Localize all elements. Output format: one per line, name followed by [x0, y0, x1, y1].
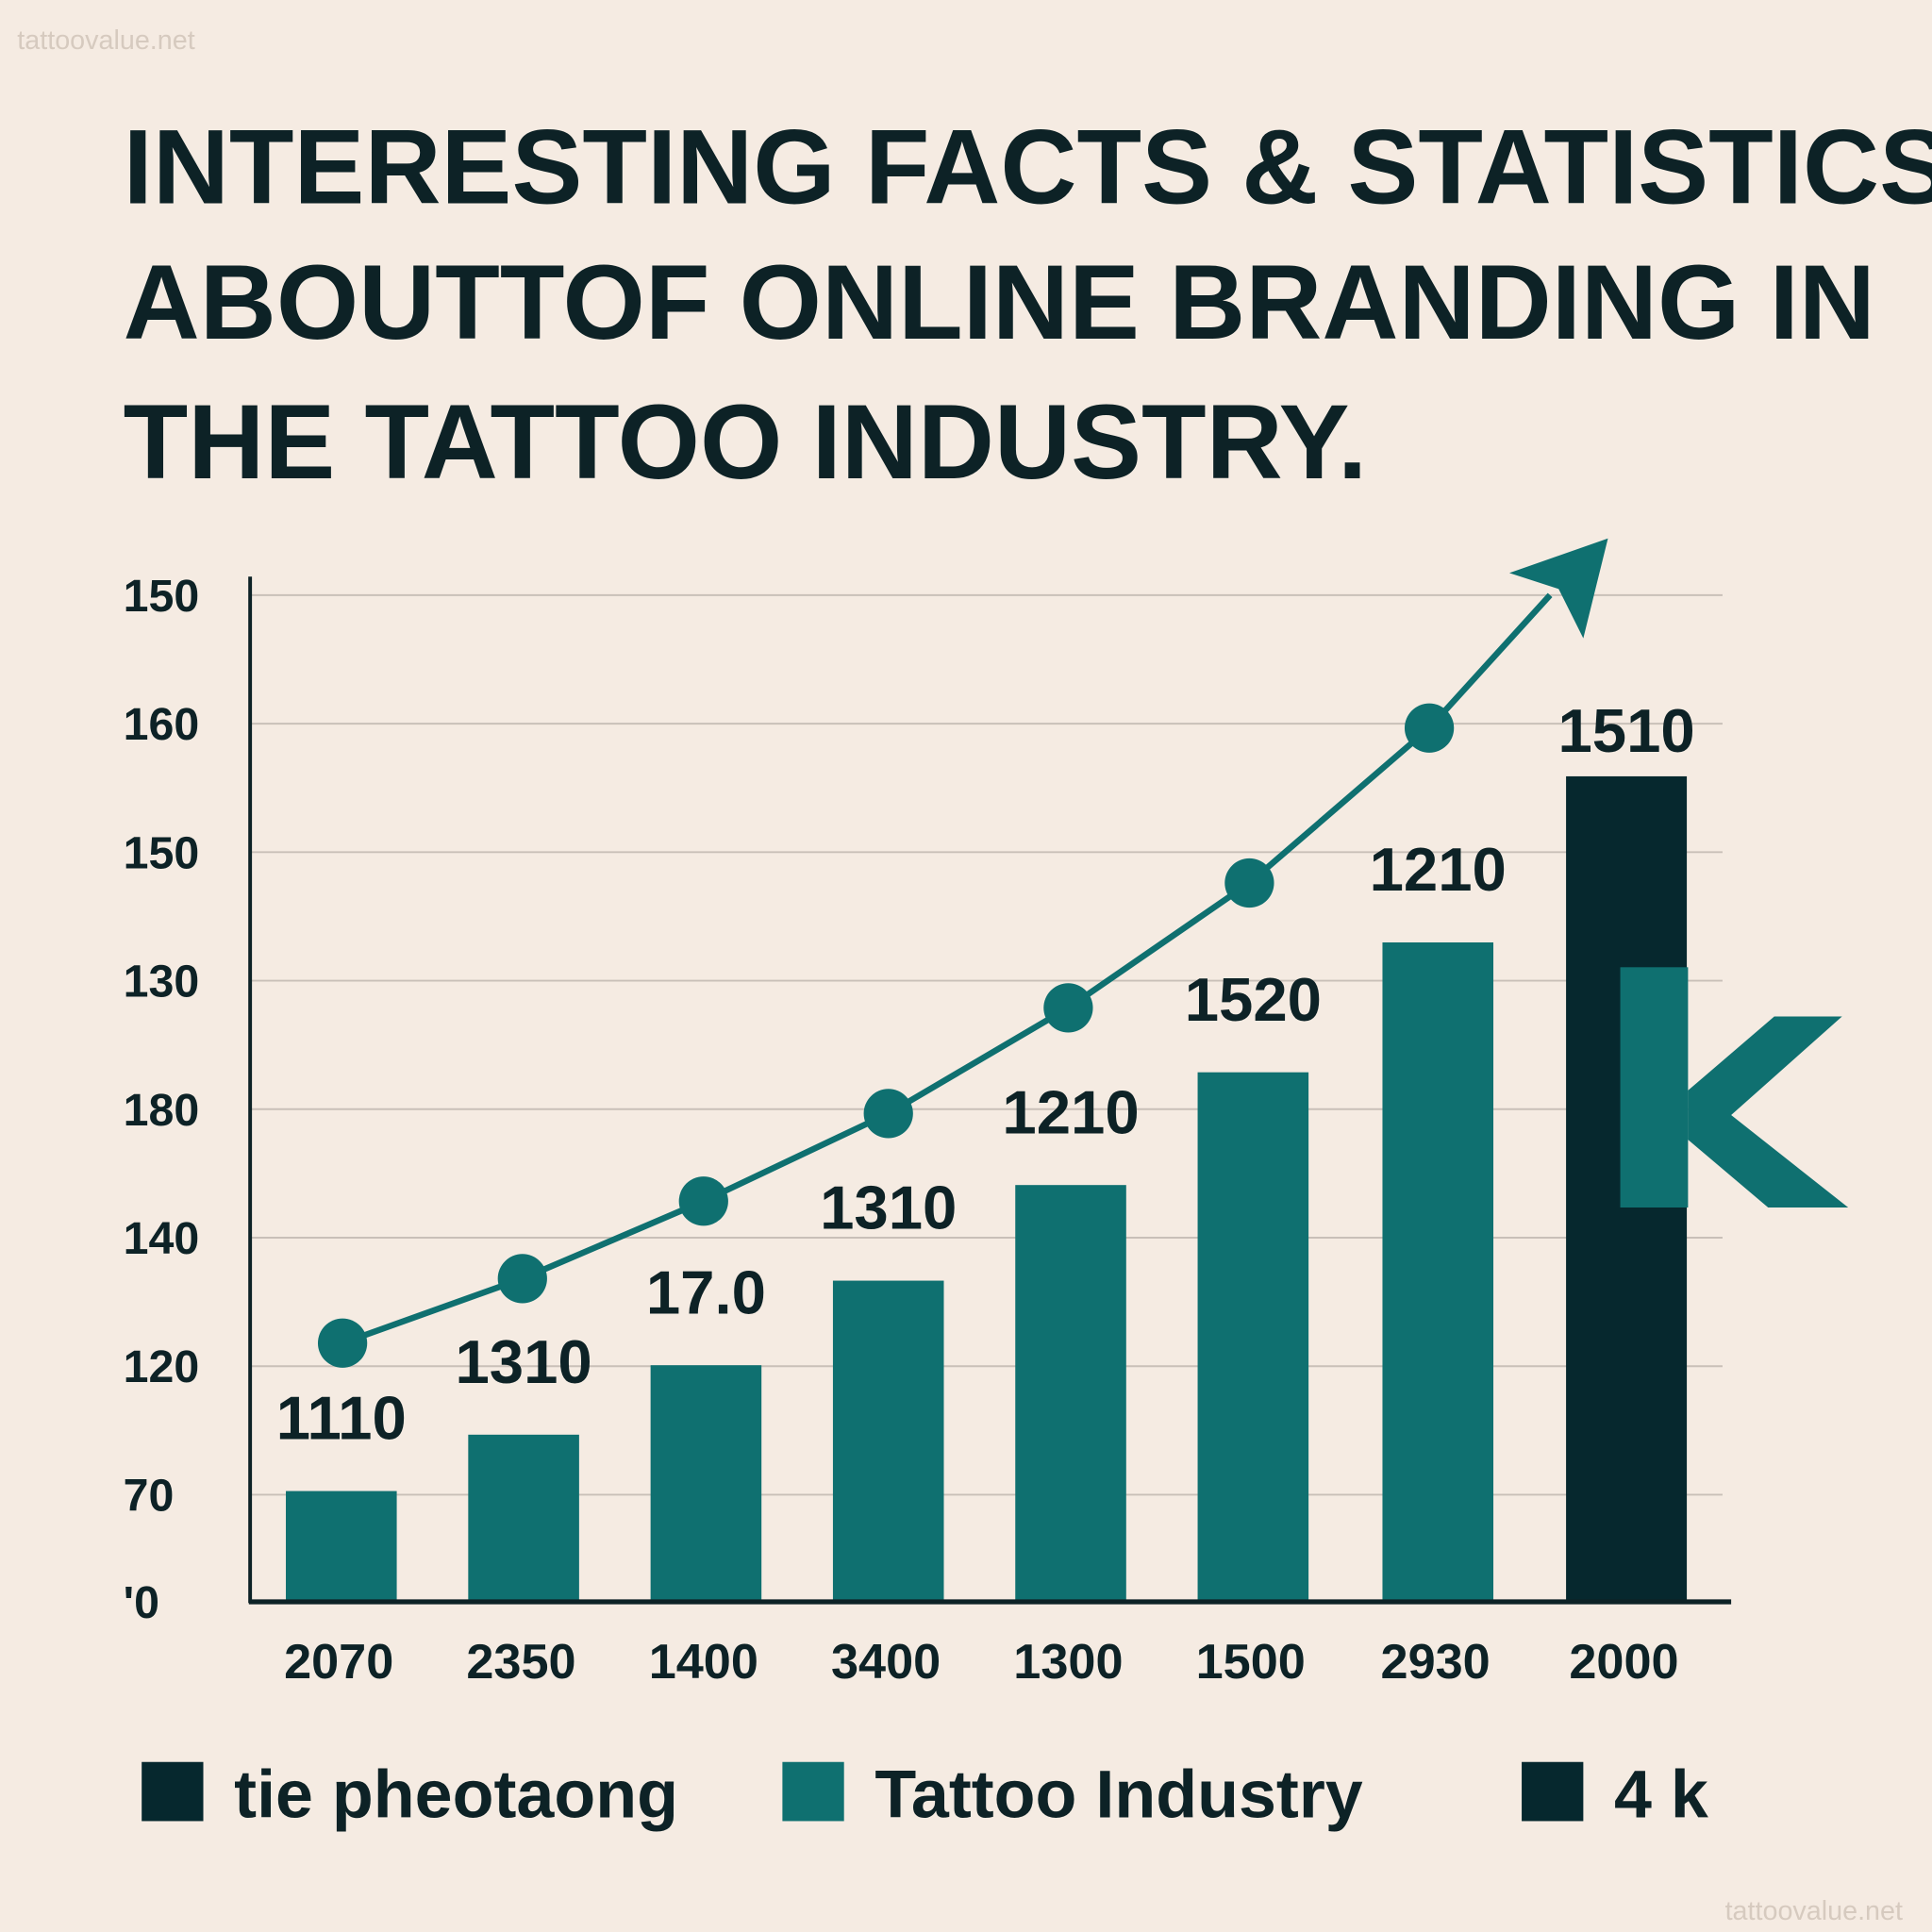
y-tick-label: 130 [124, 957, 200, 1008]
legend-swatch-3 [1522, 1761, 1584, 1822]
k-arms [1688, 1016, 1849, 1208]
bar-value-label: 1310 [455, 1327, 591, 1396]
trend-point [678, 1176, 728, 1226]
x-tick-label: 2070 [284, 1635, 393, 1690]
trend-point [497, 1254, 547, 1304]
bar-value-label: 17.0 [646, 1257, 766, 1326]
x-axis-labels: 2070 2350 1400 3400 1300 1500 2930 2000 [284, 1635, 1678, 1690]
bar-labels: 1110 1310 17.0 1310 1210 1520 1210 1510 [276, 696, 1695, 1453]
title-line-1: INTERESTING FACTS & STATISTICS [124, 108, 1932, 226]
x-tick-label: 1300 [1013, 1635, 1123, 1690]
bar [468, 1434, 579, 1602]
y-axis-ticks: 150 160 150 130 180 140 120 70 '0 [124, 571, 200, 1628]
legend-label-1: tie pheotaong [234, 1757, 678, 1833]
y-tick-label: 120 [124, 1341, 200, 1392]
watermark-bottom: tattoovalue.net [1725, 1896, 1903, 1926]
k-stem [1620, 967, 1689, 1208]
arrow-head-icon [1509, 538, 1608, 639]
title-line-2: ABOUTTOF ONLINE BRANDING IN [124, 242, 1875, 361]
bar [1197, 1072, 1309, 1602]
y-tick-label: 150 [124, 571, 200, 622]
trend-point [317, 1318, 368, 1368]
k-annotation [1620, 967, 1849, 1208]
trend-line [317, 538, 1608, 1368]
legend-label-2: Tattoo Industry [874, 1757, 1362, 1833]
bar-value-label: 1510 [1557, 696, 1694, 765]
bar-value-label: 1520 [1185, 965, 1322, 1034]
legend-swatch-1 [142, 1761, 204, 1822]
trend-point [1224, 858, 1274, 908]
y-tick-label: 70 [124, 1470, 175, 1521]
x-tick-label: 1500 [1196, 1635, 1306, 1690]
trend-line-path [341, 592, 1553, 1346]
bar [650, 1365, 762, 1602]
trend-point [1043, 983, 1093, 1033]
bar-value-label: 1110 [276, 1384, 407, 1453]
bar-value-label: 1310 [820, 1174, 957, 1242]
title-line-3: THE TATTOO INDUSTRY. [124, 382, 1368, 501]
legend-swatch-2 [782, 1761, 844, 1822]
y-tick-label: 180 [124, 1085, 200, 1136]
y-tick-label: 150 [124, 827, 200, 878]
y-tick-label: 140 [124, 1213, 200, 1264]
watermark-top: tattoovalue.net [17, 25, 194, 56]
bar [286, 1491, 397, 1602]
y-tick-label: 160 [124, 699, 200, 750]
bar-value-label: 1210 [1370, 835, 1507, 904]
trend-point [863, 1089, 913, 1139]
bar [1015, 1185, 1126, 1602]
x-tick-label: 2000 [1569, 1635, 1678, 1690]
legend: tie pheotaong Tattoo Industry 4 k [142, 1757, 1709, 1833]
x-tick-label: 1400 [649, 1635, 758, 1690]
trend-point [1404, 703, 1455, 753]
y-tick-label: '0 [124, 1577, 159, 1628]
bar [1382, 942, 1494, 1602]
x-tick-label: 3400 [831, 1635, 941, 1690]
x-tick-label: 2930 [1381, 1635, 1491, 1690]
bar-value-label: 1210 [1002, 1077, 1139, 1146]
gridlines [250, 593, 1723, 1496]
x-tick-label: 2350 [466, 1635, 575, 1690]
legend-label-3: 4 k [1614, 1757, 1709, 1833]
bar [832, 1280, 944, 1602]
